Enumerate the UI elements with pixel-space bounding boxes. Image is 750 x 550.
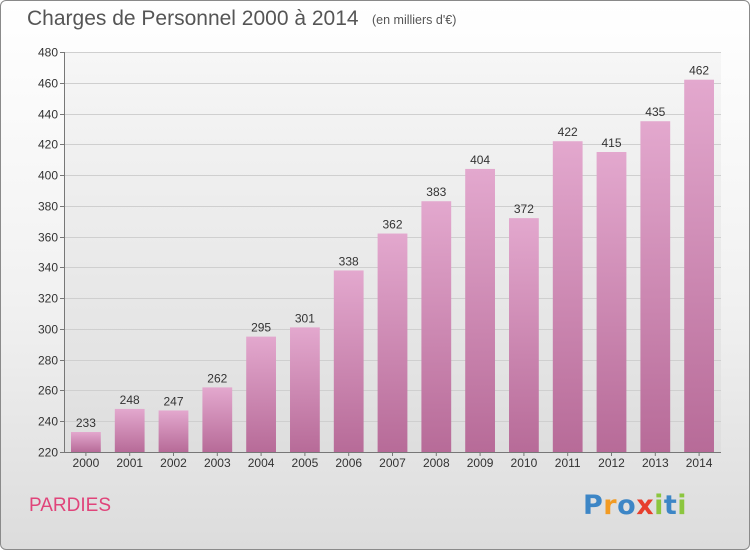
x-tick-label-2003: 2003 [204,456,231,470]
x-tick-label-2007: 2007 [379,456,406,470]
bar-2006 [333,270,364,452]
logo-letter: P [583,490,604,521]
x-tick-label-2013: 2013 [642,456,669,470]
data-label-2006: 338 [339,254,359,268]
y-tick-label: 320 [38,292,58,306]
data-label-2007: 362 [382,218,402,232]
bar-2002 [158,410,189,452]
logo-letter: i [654,490,664,521]
x-tick-label-2005: 2005 [292,456,319,470]
y-tick-label: 420 [38,138,58,152]
y-tick-label: 340 [38,261,58,275]
y-tick-label: 260 [38,384,58,398]
data-label-2003: 262 [207,371,227,385]
logo-letter: o [617,490,637,521]
chart-title: Charges de Personnel 2000 à 2014 [27,7,359,30]
logo-letter: t [663,490,678,521]
x-tick-label-2012: 2012 [598,456,625,470]
y-tick-label: 460 [38,77,58,91]
data-label-2004: 295 [251,321,271,335]
y-tick-label: 280 [38,354,58,368]
y-tick-label: 240 [38,415,58,429]
bar-2001 [114,408,145,452]
data-label-2002: 247 [163,394,183,408]
y-tick-label: 220 [38,446,58,460]
data-label-2000: 233 [76,416,96,430]
bar-2012 [596,152,627,452]
x-tick-label-2008: 2008 [423,456,450,470]
bar-2011 [552,141,583,452]
bar-2004 [246,336,276,452]
data-label-2010: 372 [514,202,534,216]
data-label-2012: 415 [601,136,621,150]
y-tick-label: 480 [38,46,58,60]
data-label-2014: 462 [689,64,709,78]
logo-letter: i [677,490,688,521]
bar-2008 [421,201,452,452]
x-tick-label-2011: 2011 [555,456,581,470]
data-label-2011: 422 [558,125,578,139]
data-label-2009: 404 [470,153,490,167]
x-tick-label-2000: 2000 [73,456,100,470]
bar-2014 [684,79,714,452]
y-tick-label: 400 [38,169,58,183]
data-label-2001: 248 [120,393,140,407]
data-label-2005: 301 [295,311,315,325]
logo-letter: r [603,490,618,521]
y-tick-label: 440 [38,108,58,122]
bar-2007 [377,233,408,452]
y-tick-label: 360 [38,231,58,245]
bar-2009 [465,168,495,452]
bar-2013 [640,121,671,452]
y-tick-label: 300 [38,323,58,337]
x-tick-label-2001: 2001 [116,456,143,470]
x-tick-label-2004: 2004 [248,456,275,470]
x-tick-label-2002: 2002 [160,456,187,470]
place-name: PARDIES [29,495,112,516]
x-tick-label-2009: 2009 [467,456,494,470]
y-tick-label: 380 [38,200,58,214]
data-label-2013: 435 [645,105,665,119]
x-tick-label-2010: 2010 [511,456,538,470]
proxiti-logo: Proxiti [583,490,687,521]
bar-2010 [509,218,539,452]
bar-2005 [290,327,320,452]
chart-subtitle: (en milliers d'€) [372,13,457,27]
x-tick-label-2014: 2014 [686,456,713,470]
bar-2000 [71,432,101,452]
data-label-2008: 383 [426,185,446,199]
bar-2003 [202,387,233,452]
x-tick-label-2006: 2006 [335,456,362,470]
logo-letter: x [636,490,655,521]
